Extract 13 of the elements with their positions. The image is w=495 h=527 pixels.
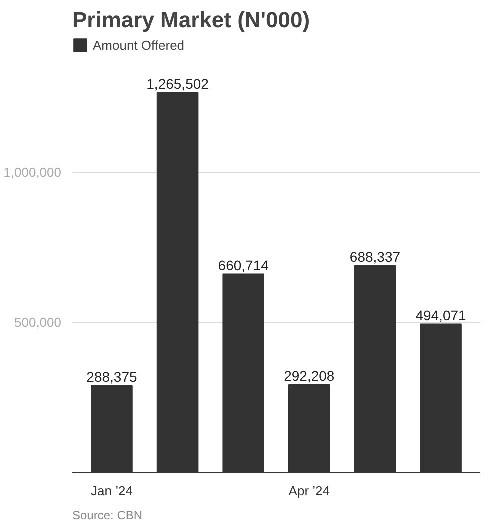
y-tick-label: 500,000 bbox=[14, 315, 62, 330]
data-label: 660,714 bbox=[218, 257, 270, 274]
data-label: 688,337 bbox=[350, 249, 401, 265]
x-tick-label: Apr ’24 bbox=[288, 484, 330, 498]
y-tick-label: 1,000,000 bbox=[4, 165, 62, 180]
data-label: 1,265,502 bbox=[146, 76, 210, 92]
data-label: 292,208 bbox=[284, 368, 335, 384]
source-note: Source: CBN bbox=[72, 508, 143, 522]
legend-label: Amount Offered bbox=[93, 38, 185, 52]
x-tick-label: Jan ’24 bbox=[91, 484, 133, 498]
data-label: 494,071 bbox=[416, 307, 467, 324]
data-label: 288,375 bbox=[86, 368, 138, 385]
chart-title: Primary Market (N'000) bbox=[72, 8, 310, 32]
